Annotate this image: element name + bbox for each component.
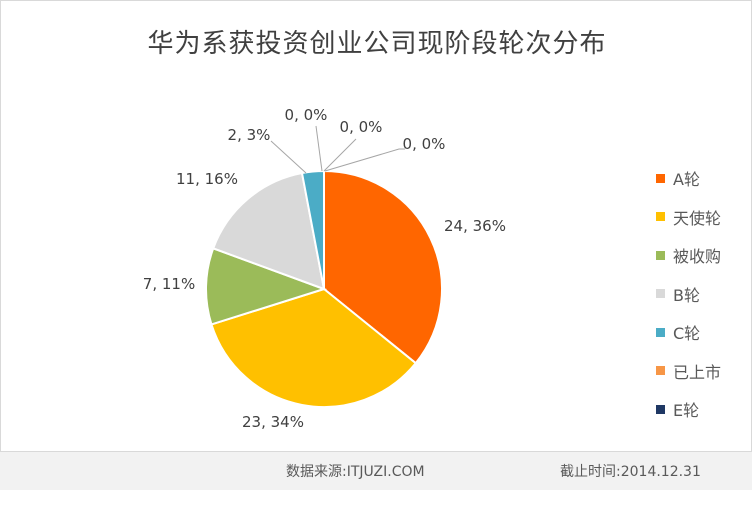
pie-chart: 24, 36% 23, 34% 7, 11% 11, 16% 2, 3% 0, 0% 0, … xyxy=(143,106,506,431)
legend-label: B轮 xyxy=(673,285,700,305)
pie-slice xyxy=(211,171,326,291)
leader-line xyxy=(270,140,307,174)
legend-swatch xyxy=(656,250,665,260)
data-label: 11, 16% xyxy=(176,170,238,188)
legend-label: 被收购 xyxy=(673,247,722,267)
footer: 数据来源:ITJUZI.COM 截止时间:2014.12.31 xyxy=(0,452,752,490)
legend-swatch xyxy=(656,404,665,414)
chart-title: 华为系获投资创业公司现阶段轮次分布 xyxy=(147,29,607,59)
legend-label: A轮 xyxy=(673,170,700,190)
legend-swatch xyxy=(656,289,665,299)
leader-line xyxy=(324,148,405,172)
legend-item: 已上市 xyxy=(656,352,751,391)
data-label: 0, 0% xyxy=(285,106,328,124)
legend-item: C轮 xyxy=(656,313,751,352)
legend-label: 天使轮 xyxy=(673,208,722,228)
cutoff-date: 截止时间:2014.12.31 xyxy=(560,464,701,480)
legend-item: 被收购 xyxy=(656,236,751,275)
legend-swatch xyxy=(656,366,665,376)
legend-swatch xyxy=(656,212,665,222)
legend-swatch xyxy=(656,173,665,183)
leader-line xyxy=(323,138,357,172)
pie-slice xyxy=(205,247,328,326)
data-label: 7, 11% xyxy=(143,275,195,293)
legend-swatch xyxy=(656,327,665,337)
legend-item: 天使轮 xyxy=(656,198,751,237)
chart-area: 华为系获投资创业公司现阶段轮次分布 24, 36% 23, 34% 7, 11% 11… xyxy=(0,0,752,452)
data-label: 0, 0% xyxy=(340,118,383,136)
leader-line xyxy=(315,125,323,172)
pie-slice xyxy=(210,287,418,408)
legend-label: C轮 xyxy=(673,324,701,344)
data-label: 2, 3% xyxy=(228,126,271,144)
pie-slice xyxy=(323,169,443,365)
legend-label: E轮 xyxy=(673,401,700,421)
data-label: 23, 34% xyxy=(242,413,304,431)
legend-item: E轮 xyxy=(656,390,751,429)
legend-label: 已上市 xyxy=(673,362,722,382)
legend-item: B轮 xyxy=(656,275,751,314)
pie-slice xyxy=(300,169,325,290)
data-label: 0, 0% xyxy=(403,135,446,153)
data-label: 24, 36% xyxy=(444,217,506,235)
data-source: 数据来源:ITJUZI.COM xyxy=(286,464,425,480)
legend: A轮天使轮被收购 B轮 C轮已上市 E轮 xyxy=(656,159,751,429)
legend-item: A轮 xyxy=(656,159,751,198)
